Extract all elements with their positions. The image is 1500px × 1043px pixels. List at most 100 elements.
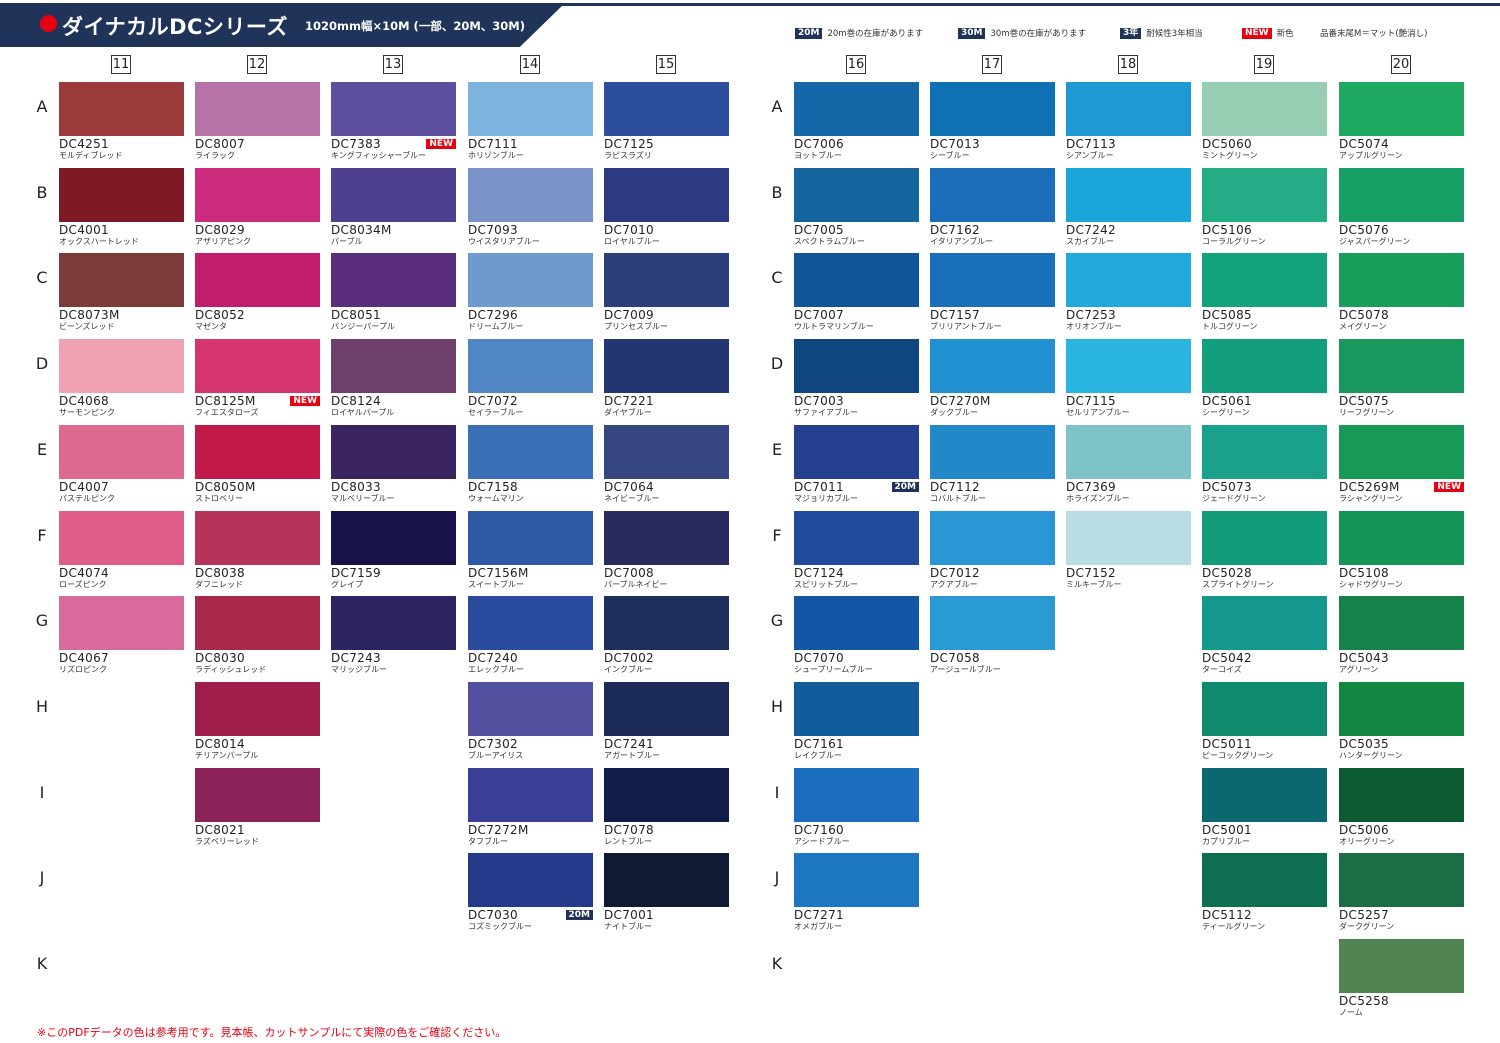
color-code: DC7158 <box>468 480 518 494</box>
color-swatch <box>604 596 729 650</box>
color-code: DC8073M <box>59 308 120 322</box>
color-code: DC7253 <box>1066 308 1116 322</box>
color-code: DC7002 <box>604 651 654 665</box>
color-code: DC5106 <box>1202 223 1252 237</box>
color-name: パンジーパープル <box>331 322 395 331</box>
color-code: DC4067 <box>59 651 109 665</box>
color-swatch <box>794 82 919 136</box>
color-swatch <box>794 768 919 822</box>
color-code: DC7070 <box>794 651 844 665</box>
color-swatch <box>930 511 1055 565</box>
row-label: K <box>36 954 48 973</box>
color-code: DC5257 <box>1339 908 1389 922</box>
color-swatch <box>604 768 729 822</box>
color-code: DC4074 <box>59 566 109 580</box>
new-badge: NEW <box>1434 482 1464 492</box>
color-name: サファイアブルー <box>794 408 858 417</box>
color-code: DC7152 <box>1066 566 1116 580</box>
color-code: DC7013 <box>930 137 980 151</box>
color-swatch <box>1202 168 1327 222</box>
color-swatch <box>930 596 1055 650</box>
color-swatch <box>59 339 184 393</box>
color-swatch <box>331 82 456 136</box>
color-name: ヨットブルー <box>794 151 842 160</box>
color-name: コーラルグリーン <box>1202 237 1266 246</box>
color-name: アップルグリーン <box>1339 151 1403 160</box>
header-banner <box>0 3 565 47</box>
color-code: DC5011 <box>1202 737 1252 751</box>
row-label: C <box>771 268 783 287</box>
color-name: ラピスラズリ <box>604 151 652 160</box>
color-code: DC8051 <box>331 308 381 322</box>
color-code: DC7005 <box>794 223 844 237</box>
color-code: DC7001 <box>604 908 654 922</box>
color-swatch <box>604 82 729 136</box>
page-title: ダイナカルDCシリーズ <box>62 15 288 39</box>
color-swatch <box>331 425 456 479</box>
legend-text: 新色 <box>1276 29 1294 39</box>
column-number: 20 <box>1391 55 1411 74</box>
color-name: ジャスパーグリーン <box>1339 237 1411 246</box>
color-swatch <box>1066 511 1191 565</box>
color-swatch <box>930 425 1055 479</box>
color-code: DC5035 <box>1339 737 1389 751</box>
color-swatch <box>794 339 919 393</box>
color-code: DC8033 <box>331 480 381 494</box>
color-code: DC7383 <box>331 137 381 151</box>
color-swatch <box>1066 253 1191 307</box>
color-code: DC7271 <box>794 908 844 922</box>
color-code: DC5073 <box>1202 480 1252 494</box>
color-code: DC7006 <box>794 137 844 151</box>
color-swatch <box>794 511 919 565</box>
color-name: タフブルー <box>468 837 508 846</box>
color-code: DC7159 <box>331 566 381 580</box>
color-name: ライラック <box>195 151 235 160</box>
column-number: 16 <box>846 55 866 74</box>
row-label: F <box>37 526 47 545</box>
color-swatch <box>1339 939 1464 993</box>
color-name: ドリームブルー <box>468 322 524 331</box>
legend-text: 30m巻の在庫があります <box>990 29 1087 39</box>
color-swatch <box>468 339 593 393</box>
color-name: スピリットブルー <box>794 580 858 589</box>
color-name: ローズピンク <box>59 580 107 589</box>
color-name: ブリリアントブルー <box>930 322 1002 331</box>
column-number: 13 <box>383 55 403 74</box>
color-swatch <box>195 339 320 393</box>
row-label: H <box>770 697 784 716</box>
row-label: B <box>36 183 48 202</box>
color-name: パステルピンク <box>59 494 115 503</box>
color-name: メイグリーン <box>1339 322 1387 331</box>
color-code: DC8052 <box>195 308 245 322</box>
color-name: ウォームマリン <box>468 494 524 503</box>
color-name: カプリブルー <box>1202 837 1250 846</box>
color-code: DC5028 <box>1202 566 1252 580</box>
color-swatch <box>1339 168 1464 222</box>
color-swatch <box>331 168 456 222</box>
color-code: DC7093 <box>468 223 518 237</box>
color-swatch <box>468 82 593 136</box>
color-name: オリオンブルー <box>1066 322 1122 331</box>
header-top-rule <box>0 3 1500 6</box>
legend-item-new: NEW 新色 <box>1242 27 1294 39</box>
color-code: DC5112 <box>1202 908 1252 922</box>
color-swatch <box>1339 682 1464 736</box>
row-label: I <box>774 783 780 802</box>
color-swatch <box>930 168 1055 222</box>
color-code: DC7160 <box>794 823 844 837</box>
color-name: ダイヤブルー <box>604 408 652 417</box>
color-name: スイートブルー <box>468 580 524 589</box>
color-swatch <box>195 511 320 565</box>
color-name: オリーグリーン <box>1339 837 1395 846</box>
color-code: DC5074 <box>1339 137 1389 151</box>
row-label: I <box>39 783 45 802</box>
color-swatch <box>1202 511 1327 565</box>
row-label: G <box>770 611 784 630</box>
color-name: ピーコックグリーン <box>1202 751 1274 760</box>
color-name: アクアブルー <box>930 580 978 589</box>
color-name: サーモンピンク <box>59 408 115 417</box>
row-label: H <box>35 697 49 716</box>
color-name: グレイプ <box>331 580 363 589</box>
legend-badge: 3年 <box>1120 27 1142 39</box>
legend-badge: 20M <box>795 27 823 39</box>
